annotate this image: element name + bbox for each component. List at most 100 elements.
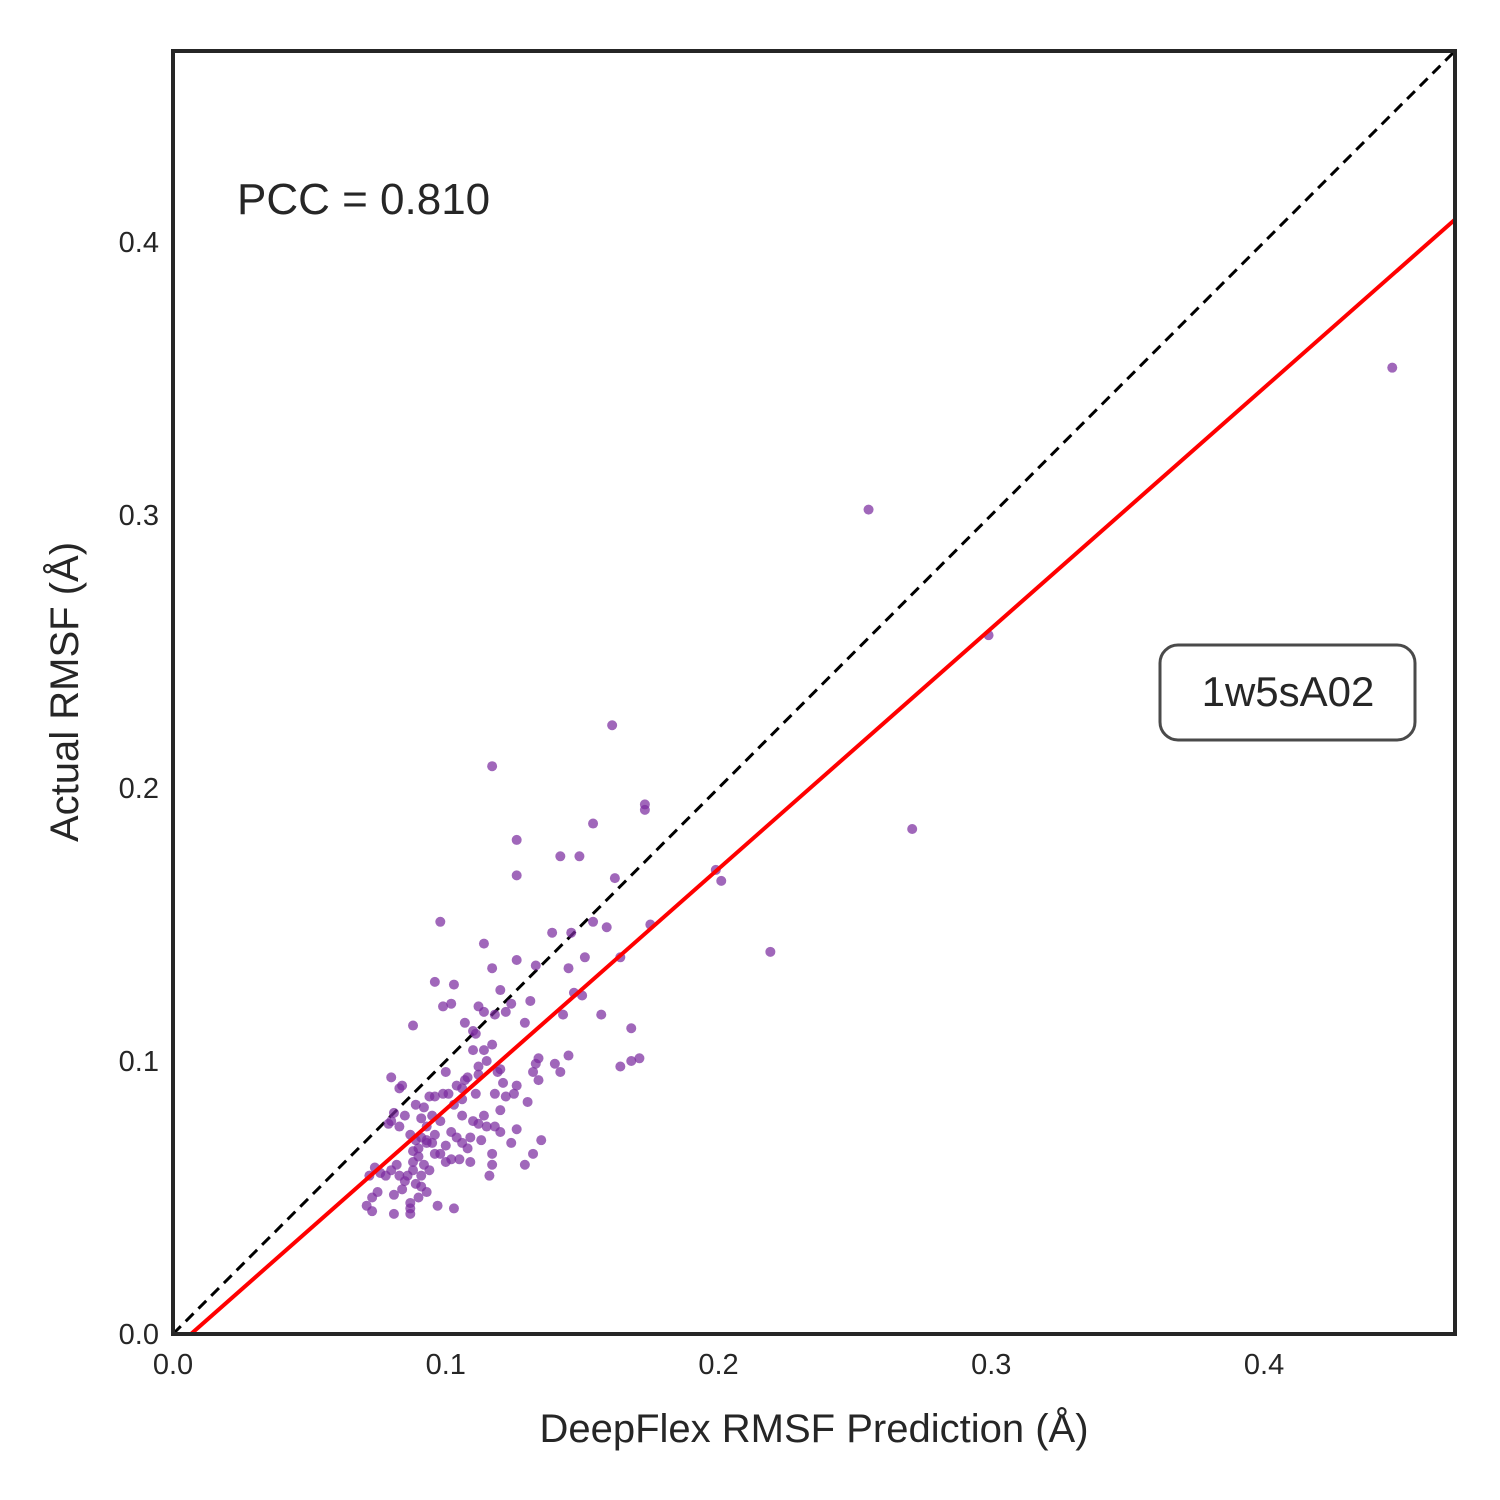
data-point xyxy=(528,1148,539,1159)
data-point xyxy=(388,1107,399,1118)
data-point xyxy=(579,952,590,963)
structure-id-label: 1w5sA02 xyxy=(1202,668,1375,715)
data-point xyxy=(438,1001,449,1012)
data-point xyxy=(495,1064,506,1075)
data-point xyxy=(506,1137,517,1148)
data-point xyxy=(432,1200,443,1211)
data-point xyxy=(495,1105,506,1116)
data-point xyxy=(448,1203,459,1214)
data-point xyxy=(478,1110,489,1121)
data-point xyxy=(462,1143,473,1154)
x-tick-label: 0.2 xyxy=(698,1349,738,1381)
data-point xyxy=(536,1135,547,1146)
data-point xyxy=(907,823,918,834)
x-tick-label: 0.1 xyxy=(426,1349,466,1381)
data-point xyxy=(470,1088,481,1099)
data-point xyxy=(421,1135,432,1146)
data-point xyxy=(429,976,440,987)
data-point xyxy=(429,1129,440,1140)
data-point xyxy=(574,851,585,862)
data-point xyxy=(413,1192,424,1203)
data-point xyxy=(440,1157,451,1168)
data-point xyxy=(424,1091,435,1102)
data-point xyxy=(765,946,776,957)
data-point xyxy=(547,927,558,938)
y-tick-label: 0.4 xyxy=(119,227,159,259)
data-point xyxy=(424,1165,435,1176)
data-point xyxy=(519,1017,530,1028)
y-tick-label: 0.2 xyxy=(119,773,159,805)
data-point xyxy=(528,1066,539,1077)
data-point xyxy=(429,1148,440,1159)
data-point xyxy=(465,1157,476,1168)
data-point xyxy=(418,1102,429,1113)
data-point xyxy=(487,1039,498,1050)
data-point xyxy=(500,1006,511,1017)
data-point xyxy=(448,979,459,990)
data-point xyxy=(397,1080,408,1091)
data-point xyxy=(615,1061,626,1072)
data-point xyxy=(451,1080,462,1091)
pcc-annotation: PCC = 0.810 xyxy=(237,175,490,224)
data-point xyxy=(408,1157,419,1168)
data-point xyxy=(525,995,536,1006)
data-point xyxy=(511,955,522,966)
y-tick-labels: 0.0 0.1 0.2 0.3 0.4 xyxy=(119,227,159,1351)
data-point xyxy=(481,1056,492,1067)
data-point xyxy=(555,1066,566,1077)
data-point xyxy=(473,1061,484,1072)
data-point xyxy=(416,1170,427,1181)
data-point xyxy=(639,804,650,815)
data-point xyxy=(440,1066,451,1077)
x-tick-labels: 0.0 0.1 0.2 0.3 0.4 xyxy=(153,1349,1284,1381)
data-point xyxy=(495,985,506,996)
data-point xyxy=(438,1088,449,1099)
data-point xyxy=(394,1121,405,1132)
x-tick-label: 0.4 xyxy=(1244,1349,1284,1381)
data-point xyxy=(397,1184,408,1195)
data-point xyxy=(435,916,446,927)
data-point xyxy=(533,1075,544,1086)
data-point xyxy=(478,938,489,949)
data-point xyxy=(421,1187,432,1198)
data-point xyxy=(367,1206,378,1217)
data-point xyxy=(506,998,517,1009)
data-point xyxy=(601,922,612,933)
data-point xyxy=(476,1135,487,1146)
data-point xyxy=(498,1077,509,1088)
structure-id-badge: 1w5sA02 xyxy=(1158,643,1417,742)
data-point xyxy=(367,1192,378,1203)
data-point xyxy=(454,1154,465,1165)
plot-frame xyxy=(171,49,1457,1336)
data-point xyxy=(596,1009,607,1020)
data-point xyxy=(863,504,874,515)
x-tick-label: 0.3 xyxy=(971,1349,1011,1381)
data-point xyxy=(487,1148,498,1159)
data-point xyxy=(609,873,620,884)
data-point xyxy=(383,1118,394,1129)
data-point xyxy=(481,1121,492,1132)
data-point xyxy=(457,1110,468,1121)
data-point xyxy=(405,1203,416,1214)
data-point xyxy=(555,851,566,862)
data-point xyxy=(410,1099,421,1110)
data-point xyxy=(487,1159,498,1170)
data-point xyxy=(634,1053,645,1064)
data-point xyxy=(1387,362,1398,373)
structure-id-badge-box xyxy=(1158,643,1417,742)
data-point xyxy=(478,1045,489,1056)
y-tick-label: 0.1 xyxy=(119,1046,159,1078)
data-point xyxy=(588,916,599,927)
data-point xyxy=(468,1116,479,1127)
data-point xyxy=(416,1113,427,1124)
data-point xyxy=(566,927,577,938)
data-point xyxy=(549,1058,560,1069)
data-point xyxy=(459,1017,470,1028)
data-point xyxy=(408,1020,419,1031)
data-point xyxy=(470,1028,481,1039)
data-point xyxy=(478,1006,489,1017)
data-point xyxy=(446,998,457,1009)
y-tick-label: 0.3 xyxy=(119,500,159,532)
data-point xyxy=(530,1058,541,1069)
